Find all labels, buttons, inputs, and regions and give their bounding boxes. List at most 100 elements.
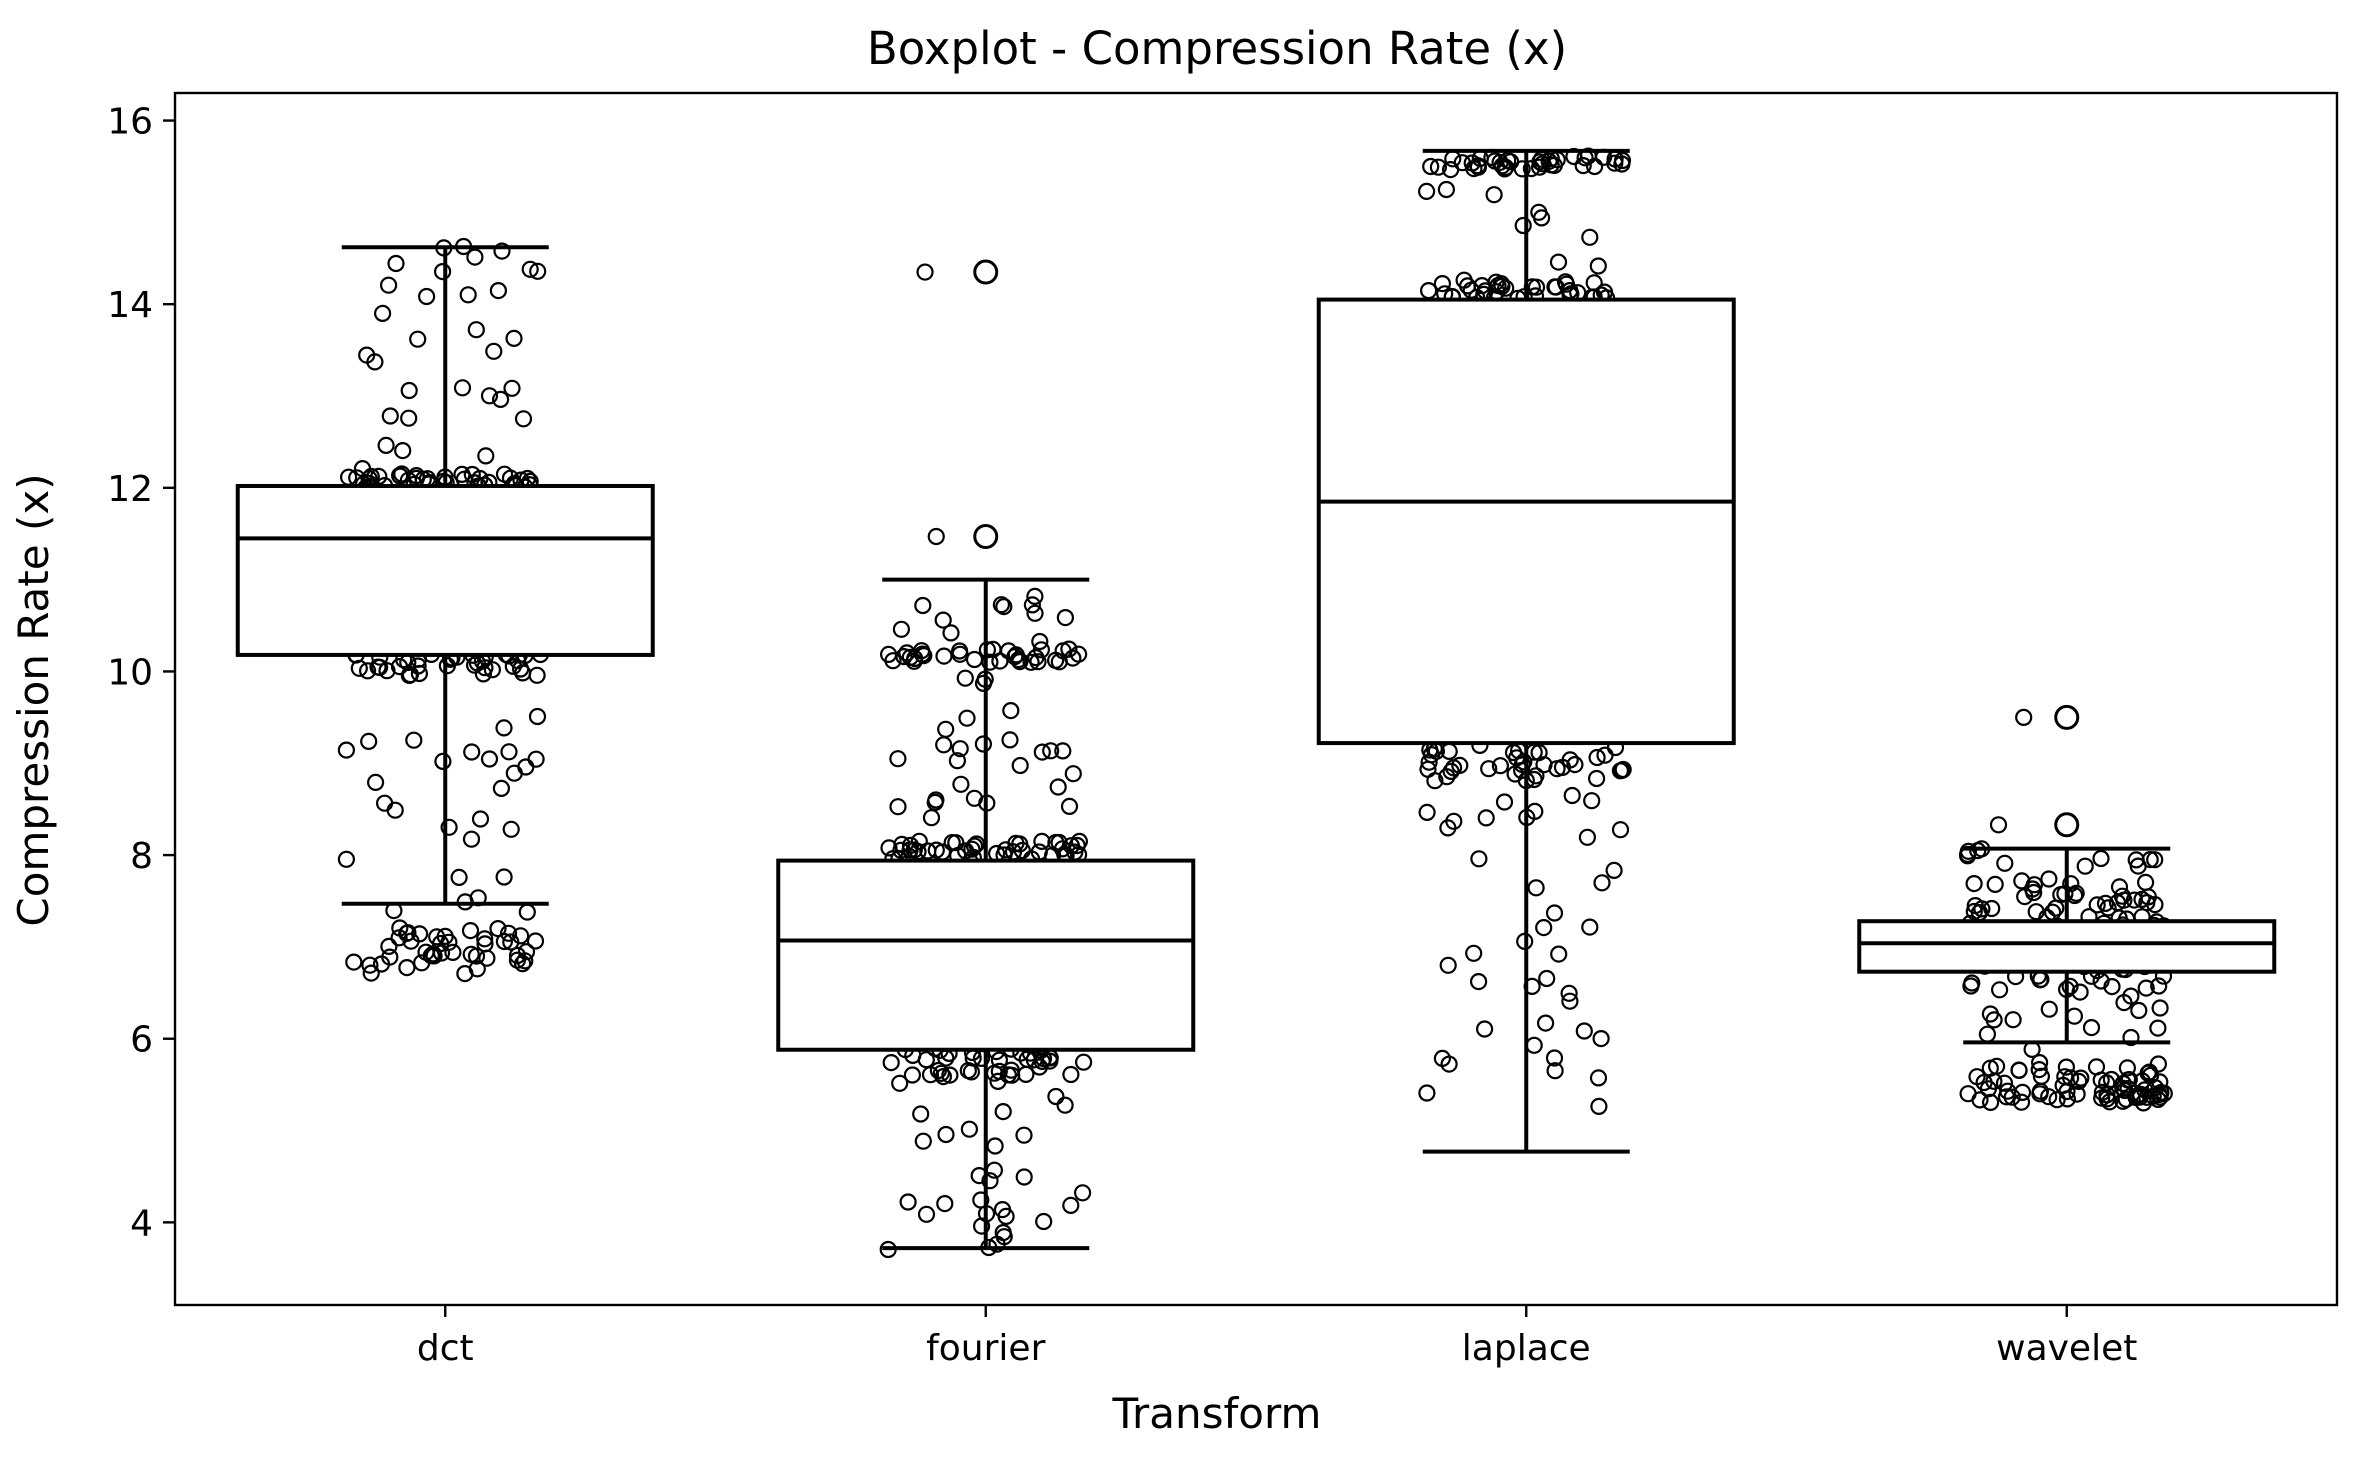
data-point (462, 945, 480, 963)
data-point (2093, 1089, 2111, 1107)
data-point (2122, 1028, 2140, 1047)
data-point (424, 945, 442, 963)
data-point (1581, 918, 1599, 936)
data-point (1001, 731, 1019, 749)
data-point (1606, 154, 1624, 172)
data-point (2092, 849, 2110, 868)
data-point (1047, 1087, 1065, 1106)
data-point (1525, 1036, 1543, 1054)
data-point (505, 764, 523, 782)
data-point (468, 960, 486, 978)
data-point (952, 775, 970, 793)
data-point (997, 1207, 1015, 1226)
data-point (1966, 896, 1984, 915)
data-point (1062, 837, 1081, 855)
data-point (485, 342, 503, 360)
y-tick-label: 6 (130, 1020, 153, 1061)
data-point (2025, 876, 2044, 894)
data-point (500, 743, 518, 761)
data-point (418, 287, 436, 306)
data-point (386, 801, 404, 819)
data-point (1581, 228, 1599, 246)
data-point (362, 964, 380, 982)
data-point (2057, 1058, 2075, 1076)
data-point (1987, 1057, 2006, 1075)
data-point (2088, 896, 2106, 914)
data-point (380, 937, 398, 956)
data-point (1453, 154, 1471, 172)
data-point (463, 743, 481, 761)
data-point (1535, 918, 1553, 937)
data-point (436, 927, 454, 946)
data-point (927, 791, 945, 809)
data-point (2040, 1000, 2058, 1018)
data-point (889, 750, 907, 768)
data-point (495, 465, 514, 483)
y-axis: 4 6 8 10 12 14 16 (107, 102, 175, 1244)
data-point (1981, 1093, 2000, 1112)
data-point (526, 932, 545, 950)
data-point (1560, 984, 1578, 1002)
data-point (2137, 873, 2155, 892)
data-point (337, 741, 355, 759)
y-tick-label: 12 (107, 469, 153, 510)
data-point (517, 943, 536, 961)
data-point (1532, 209, 1551, 227)
data-point (950, 642, 969, 660)
data-point (889, 798, 907, 816)
data-point (2013, 872, 2031, 890)
data-point (467, 321, 485, 339)
data-point (2048, 1091, 2066, 1109)
data-point (1064, 765, 1082, 783)
data-point (432, 944, 451, 962)
plot-area (235, 147, 2277, 1259)
data-point (511, 927, 530, 945)
data-point (1986, 875, 2004, 894)
data-point (394, 442, 412, 460)
data-point (428, 928, 446, 946)
data-point (518, 903, 536, 921)
data-point (527, 750, 545, 768)
x-tick-label: fourier (926, 1328, 1045, 1369)
data-point (2082, 1018, 2101, 1037)
data-point (2125, 891, 2143, 909)
data-point (1042, 742, 1060, 760)
data-point (2030, 1060, 2048, 1079)
data-point (1002, 701, 1020, 720)
data-point (377, 436, 395, 454)
box-wavelet (1857, 919, 2277, 974)
data-point (2016, 887, 2034, 906)
data-point (466, 656, 484, 674)
y-tick-label: 4 (130, 1203, 153, 1244)
data-point (942, 624, 960, 642)
data-point (1418, 803, 1436, 822)
data-point (1590, 1097, 1608, 1116)
data-point (2061, 977, 2079, 996)
data-point (1545, 1049, 1564, 1067)
data-point (391, 919, 409, 937)
data-point (1989, 816, 2008, 834)
box-dct (235, 483, 655, 657)
data-point (1499, 151, 1517, 170)
data-point (988, 1235, 1006, 1253)
data-point (1033, 743, 1051, 761)
data-point (1557, 275, 1576, 293)
data-point (994, 1102, 1012, 1121)
data-point (916, 263, 934, 281)
data-point (1563, 786, 1581, 805)
data-point (381, 407, 399, 425)
data-point (1611, 821, 1630, 839)
data-point (1527, 879, 1545, 897)
data-point (1575, 1022, 1593, 1040)
data-point (374, 304, 392, 322)
data-point (2092, 1071, 2110, 1089)
data-point (941, 1066, 959, 1084)
data-point (901, 648, 919, 667)
data-point (1062, 1065, 1080, 1084)
data-point (2149, 1019, 2167, 1037)
data-point (1011, 835, 1029, 853)
data-point (917, 1205, 936, 1223)
data-point (997, 841, 1015, 859)
data-point (1056, 1096, 1074, 1114)
